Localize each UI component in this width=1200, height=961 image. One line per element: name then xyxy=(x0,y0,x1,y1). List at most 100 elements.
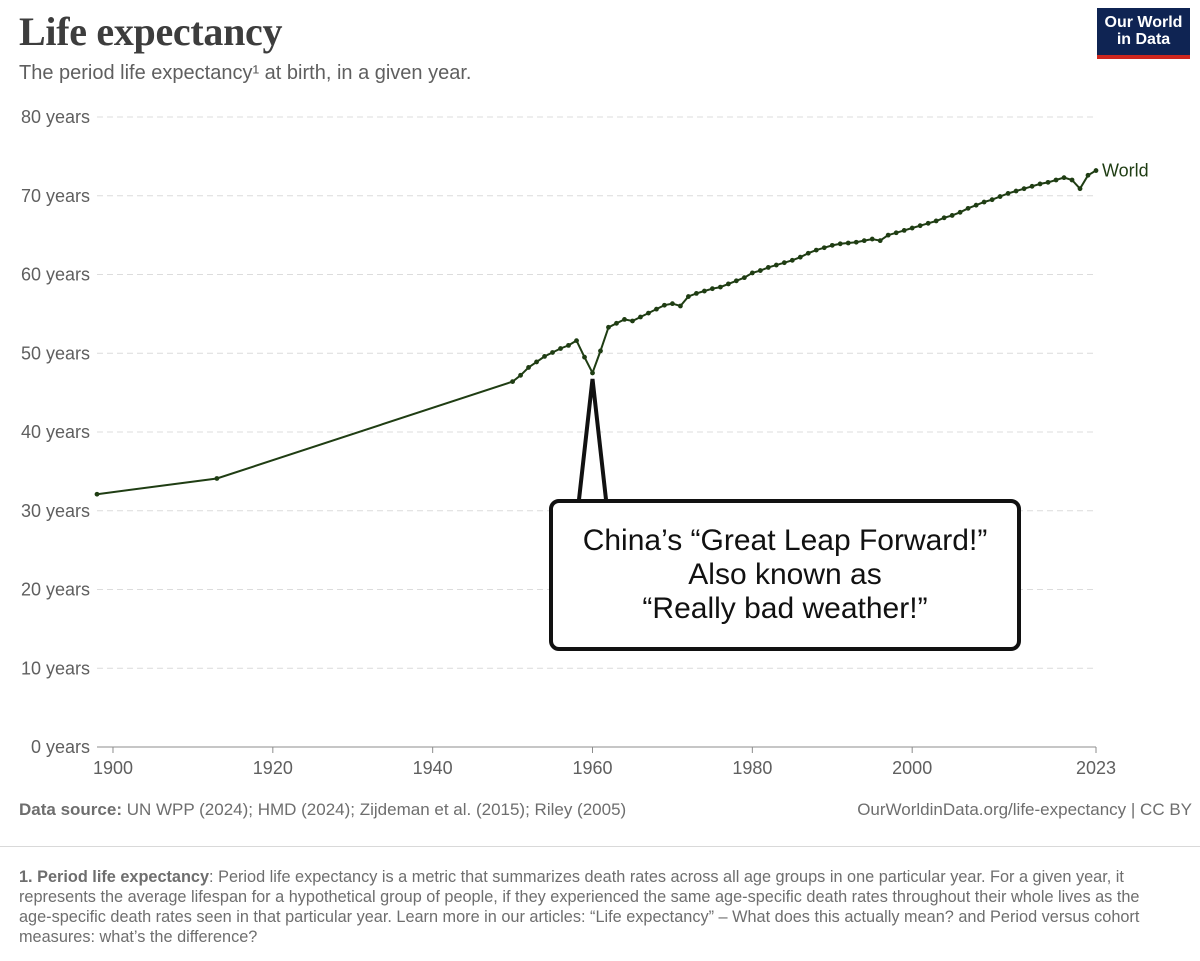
x-tick-label: 1980 xyxy=(732,758,772,778)
data-point xyxy=(550,350,555,355)
x-tick-label: 1940 xyxy=(413,758,453,778)
data-point xyxy=(933,218,939,224)
data-point xyxy=(781,260,787,266)
data-point xyxy=(925,220,931,226)
data-point xyxy=(590,370,595,376)
data-point xyxy=(662,302,667,308)
data-point xyxy=(638,314,643,320)
data-point xyxy=(909,225,915,231)
data-point xyxy=(981,199,987,205)
series-world: World xyxy=(94,161,1149,497)
data-point xyxy=(813,247,819,253)
data-point xyxy=(1053,177,1059,183)
data-point xyxy=(837,241,843,247)
data-point xyxy=(821,245,827,251)
x-tick-label: 2000 xyxy=(892,758,932,778)
data-point xyxy=(765,265,771,270)
data-source-label: Data source: xyxy=(19,800,122,819)
data-source: Data source: UN WPP (2024); HMD (2024); … xyxy=(19,800,626,820)
data-point xyxy=(701,288,707,294)
data-point xyxy=(949,213,955,218)
data-point xyxy=(997,194,1003,199)
data-point xyxy=(214,476,220,481)
data-point xyxy=(941,215,947,221)
data-point xyxy=(1037,181,1043,187)
x-tick-label: 1920 xyxy=(253,758,293,778)
data-point xyxy=(566,342,571,348)
credit-link[interactable]: OurWorldinData.org/life-expectancy | CC … xyxy=(857,800,1192,819)
data-point xyxy=(526,365,531,370)
chart-title: Life expectancy xyxy=(19,9,283,54)
data-point xyxy=(1093,168,1099,173)
y-tick-label: 20 years xyxy=(21,580,90,600)
x-tick-label: 2023 xyxy=(1076,758,1116,778)
data-point xyxy=(694,291,699,296)
y-axis-labels: 0 years 10 years 20 years 30 years 40 years 5… xyxy=(21,107,90,757)
x-tick-label: 1900 xyxy=(93,758,133,778)
x-tick-label: 1960 xyxy=(572,758,612,778)
data-point xyxy=(614,320,619,326)
footnote-label: 1. Period life expectancy xyxy=(19,868,210,886)
data-point xyxy=(901,228,907,233)
data-point xyxy=(917,223,923,229)
owid-logo[interactable]: Our World in Data xyxy=(1097,8,1190,59)
data-point xyxy=(670,301,675,307)
data-point xyxy=(542,354,547,359)
annotation-line-3: “Really bad weather!” xyxy=(642,592,928,625)
data-point xyxy=(1069,177,1075,183)
data-point xyxy=(518,372,523,378)
logo-line-1: Our World xyxy=(1104,14,1183,31)
data-point xyxy=(717,284,723,290)
data-point xyxy=(869,236,875,242)
data-point xyxy=(845,240,851,246)
data-point xyxy=(582,354,587,360)
data-source-text[interactable]: UN WPP (2024); HMD (2024); Zijdeman et a… xyxy=(121,800,627,819)
callout-pointer-shape xyxy=(576,378,609,506)
series-line xyxy=(96,169,1097,496)
data-point xyxy=(893,230,899,236)
data-point xyxy=(1085,172,1091,178)
y-tick-label: 70 years xyxy=(21,186,90,206)
data-point xyxy=(789,257,795,263)
data-point xyxy=(630,318,635,324)
data-point xyxy=(1013,188,1019,194)
data-point xyxy=(877,238,883,244)
data-point xyxy=(965,205,971,211)
y-tick-label: 60 years xyxy=(21,265,90,285)
data-point xyxy=(622,316,627,322)
data-point xyxy=(749,270,755,276)
data-point xyxy=(741,275,747,281)
data-point xyxy=(989,197,995,203)
y-tick-label: 40 years xyxy=(21,422,90,442)
callout-pointer xyxy=(576,378,609,506)
chart-subtitle: The period life expectancy¹ at birth, in… xyxy=(19,62,472,84)
data-point xyxy=(1045,179,1051,185)
y-tick-label: 50 years xyxy=(21,343,90,363)
annotation-line-1: China’s “Great Leap Forward!” xyxy=(582,524,988,557)
data-point xyxy=(94,491,100,497)
data-point xyxy=(606,324,611,330)
data-point xyxy=(733,278,739,284)
y-tick-label: 10 years xyxy=(21,658,90,678)
data-point xyxy=(709,286,715,292)
data-point xyxy=(686,294,691,299)
footnote: 1. Period life expectancy: Period life e… xyxy=(19,867,1169,947)
y-tick-label: 80 years xyxy=(21,107,90,127)
logo-line-2: in Data xyxy=(1116,31,1171,48)
data-point xyxy=(973,202,979,208)
y-tick-label: 30 years xyxy=(21,501,90,521)
data-point xyxy=(1077,186,1083,192)
data-point xyxy=(773,262,779,268)
data-point xyxy=(853,239,859,245)
data-point xyxy=(885,232,891,238)
data-point xyxy=(510,379,515,384)
data-point xyxy=(598,348,603,354)
data-point xyxy=(574,338,579,344)
data-point xyxy=(558,346,563,351)
annotation-callout: China’s “Great Leap Forward!” Also known… xyxy=(549,499,1021,651)
data-point xyxy=(1005,190,1011,196)
data-point xyxy=(1021,186,1027,192)
data-point xyxy=(757,268,763,273)
data-point xyxy=(654,306,659,312)
y-tick-label: 0 years xyxy=(31,737,90,757)
